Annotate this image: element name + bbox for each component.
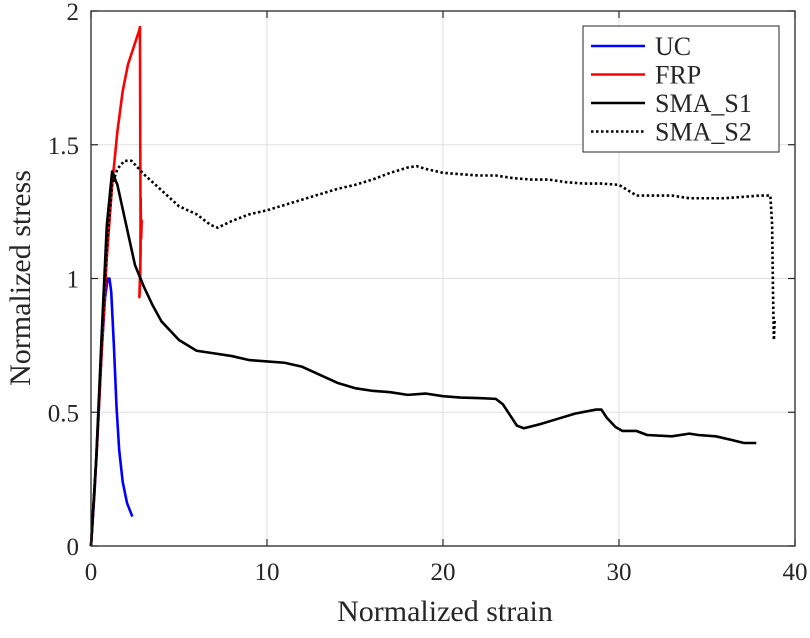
x-tick-label: 40: [783, 559, 808, 586]
x-tick-label: 20: [431, 559, 456, 586]
x-tick-label: 10: [255, 559, 280, 586]
x-axis-label: Normalized strain: [337, 595, 553, 628]
y-tick-label: 1.5: [48, 133, 79, 160]
legend-label-uc: UC: [655, 32, 691, 61]
x-tick-label: 0: [85, 559, 98, 586]
legend-label-sma-s1: SMA_S1: [655, 89, 752, 118]
y-tick-label: 0: [67, 534, 80, 561]
series-line-sma-s1: [89, 170, 757, 547]
y-tick-label: 2: [67, 0, 80, 26]
x-tick-label: 30: [607, 559, 632, 586]
legend-label-sma-s2: SMA_S2: [655, 118, 752, 147]
axes: [90, 10, 796, 547]
y-axis-label: Normalized stress: [4, 170, 37, 386]
legend-label-frp: FRP: [655, 61, 701, 90]
tick-labels: 0 10 20 30 40 0 0.5 1 1.5 2: [48, 0, 808, 586]
series-line-frp: [89, 25, 143, 547]
series-layer: [89, 25, 777, 547]
y-tick-label: 1: [67, 267, 80, 294]
y-tick-label: 0.5: [48, 400, 79, 427]
series-line-sma-s2: [89, 159, 777, 547]
